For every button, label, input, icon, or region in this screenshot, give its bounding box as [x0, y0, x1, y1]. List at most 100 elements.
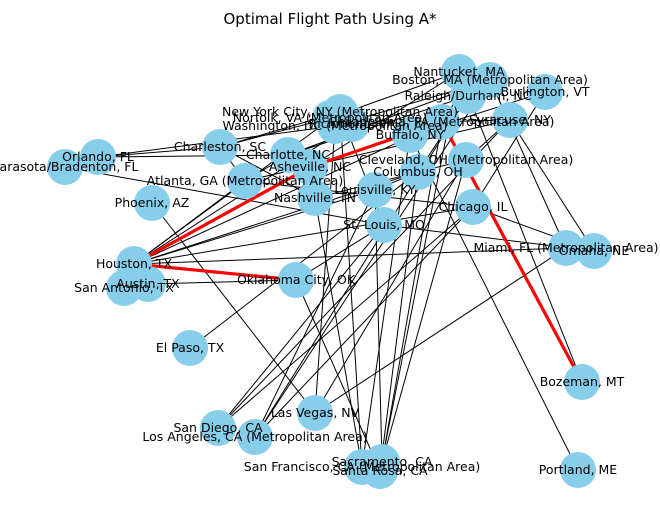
- node-elpaso: [172, 330, 208, 366]
- node-label-bozeman: Bozeman, MT: [540, 374, 625, 389]
- node-label-louisville: Louisville, KY: [334, 182, 416, 197]
- node-label-buffalo: Buffalo, NY: [376, 127, 445, 142]
- path-edge-houston-oklahoma: [133, 262, 297, 282]
- node-label-atlanta: Atlanta, GA (Metropolitan Area): [147, 173, 343, 188]
- edge-raleigh-losangeles: [254, 95, 469, 438]
- node-label-lasvegas: Las Vegas, NV: [271, 405, 360, 420]
- node-sanantonio: [106, 270, 142, 306]
- node-label-sanfrancisco: San Francisco, CA (Metropolitan Area): [244, 459, 480, 474]
- edge-norfolk-charleston: [219, 117, 331, 148]
- edge-oklahoma-santarosa: [295, 279, 381, 472]
- node-orlando: [80, 139, 116, 175]
- node-sarasota: [47, 149, 83, 185]
- edge-nyc-sanfrancisco: [339, 111, 363, 468]
- node-oklahoma: [278, 262, 314, 298]
- node-label-sacramento: Sacramento, CA: [332, 454, 433, 469]
- node-label-columbus: Columbus, OH: [373, 164, 463, 179]
- edge-nashville-sanfrancisco: [314, 197, 363, 468]
- node-label-charlotte: Charlotte, NC: [246, 147, 330, 162]
- node-label-austin: Austin, TX: [116, 276, 180, 291]
- node-atlanta: [227, 163, 263, 199]
- node-label-oklahoma: Oklahoma City, OK: [237, 272, 356, 287]
- node-portland: [560, 452, 596, 488]
- node-label-omaha: Omaha, NE: [559, 243, 630, 258]
- node-label-nyc: New York City, NY (Metropolitan Area): [222, 104, 458, 119]
- node-sandiego: [200, 410, 236, 446]
- edge-nantucket-asheville: [309, 71, 460, 168]
- node-burlington: [527, 74, 563, 110]
- node-raleigh: [450, 78, 486, 114]
- path-edge-asheville-houston: [133, 165, 311, 266]
- node-label-burlington: Burlington, VT: [500, 84, 589, 99]
- node-label-norfolk: Norfolk, VA (Metropolitan Area): [233, 110, 428, 125]
- node-nashville: [297, 180, 333, 216]
- node-syracuse: [492, 102, 528, 138]
- node-philadelphia: [424, 104, 460, 140]
- edge-atlanta-houston: [133, 180, 246, 265]
- edge-buffalo-portland: [409, 134, 579, 471]
- nodes-layer: [47, 54, 612, 489]
- node-label-chicago: Chicago, IL: [439, 199, 508, 214]
- edge-buffalo-sanfrancisco: [361, 134, 411, 468]
- edge-louisville-losangeles: [254, 189, 376, 438]
- node-label-washington: Washington, DC (Metropolitan Area): [222, 118, 447, 133]
- node-label-losangeles: Los Angeles, CA (Metropolitan Area): [142, 429, 367, 444]
- node-label-philadelphia: Philadelphia, PA (Metropolitan Area): [330, 114, 555, 129]
- node-label-sarasota: Sarasota/Bradenton, FL: [0, 159, 138, 174]
- node-louisville: [357, 172, 393, 208]
- edge-washington-lasvegas: [314, 125, 336, 414]
- edge-phoenix-lasvegas: [151, 202, 316, 414]
- node-omaha: [576, 233, 612, 269]
- edge-charlotte-orlando: [97, 154, 289, 158]
- edge-chicago-losangeles: [254, 206, 474, 438]
- node-lasvegas: [297, 395, 333, 431]
- edge-burlington-chicago: [472, 91, 546, 208]
- node-label-sanantonio: San Antonio, TX: [74, 280, 174, 295]
- edge-chicago-sandiego: [217, 206, 474, 429]
- edge-stlouis-sandiego: [217, 224, 385, 429]
- node-label-raleigh: Raleigh/Durham, NC: [404, 88, 531, 103]
- node-buffalo: [392, 117, 428, 153]
- edge-nantucket-bozeman: [458, 71, 583, 383]
- node-label-miami: Miami, FL (Metropolitan Area): [473, 240, 658, 255]
- node-label-boston: Boston, MA (Metropolitan Area): [392, 72, 588, 87]
- node-cleveland: [448, 142, 484, 178]
- node-label-asheville: Asheville, NC: [269, 159, 351, 174]
- node-label-syracuse: Syracuse, NY: [469, 112, 551, 127]
- chart-title: Optimal Flight Path Using A*: [224, 10, 437, 28]
- node-label-phoenix: Phoenix, AZ: [115, 195, 190, 210]
- node-label-portland: Portland, ME: [539, 462, 618, 477]
- node-richmond: [334, 106, 370, 142]
- node-stlouis: [366, 207, 402, 243]
- edge-chicago-houston: [133, 206, 474, 265]
- edge-austin-oklahoma: [147, 279, 297, 285]
- edge-columbus-santarosa: [379, 171, 419, 472]
- node-columbus: [400, 154, 436, 190]
- node-phoenix: [134, 185, 170, 221]
- node-bozeman: [564, 364, 600, 400]
- edge-philadelphia-houston: [133, 121, 443, 265]
- node-label-richmond: Richmond, VA: [309, 116, 396, 131]
- node-label-nantucket: Nantucket, MA: [413, 64, 505, 79]
- node-label-stlouis: St. Louis, MO: [343, 217, 425, 232]
- edge-syracuse-omaha: [509, 119, 595, 252]
- node-label-sandiego: San Diego, CA: [173, 420, 263, 435]
- node-santarosa: [362, 453, 398, 489]
- edge-louisville-houston: [133, 189, 376, 265]
- node-label-cleveland: Cleveland, OH (Metropolitan Area): [359, 152, 574, 167]
- node-label-orlando: Orlando, FL: [62, 149, 134, 164]
- node-chicago: [455, 189, 491, 225]
- node-label-charleston: Charleston, SC: [174, 139, 266, 154]
- node-label-houston: Houston, TX: [96, 256, 173, 271]
- node-label-santarosa: Santa Rosa, CA: [332, 463, 428, 478]
- node-asheville: [292, 149, 328, 185]
- edge-houston-miami: [133, 247, 567, 265]
- edge-cleveland-lasvegas: [314, 159, 467, 414]
- node-label-elpaso: El Paso, TX: [156, 340, 225, 355]
- node-losangeles: [237, 419, 273, 455]
- node-label-nashville: Nashville, TN: [274, 190, 356, 205]
- node-miami: [548, 230, 584, 266]
- edge-charleston-orlando: [97, 146, 221, 158]
